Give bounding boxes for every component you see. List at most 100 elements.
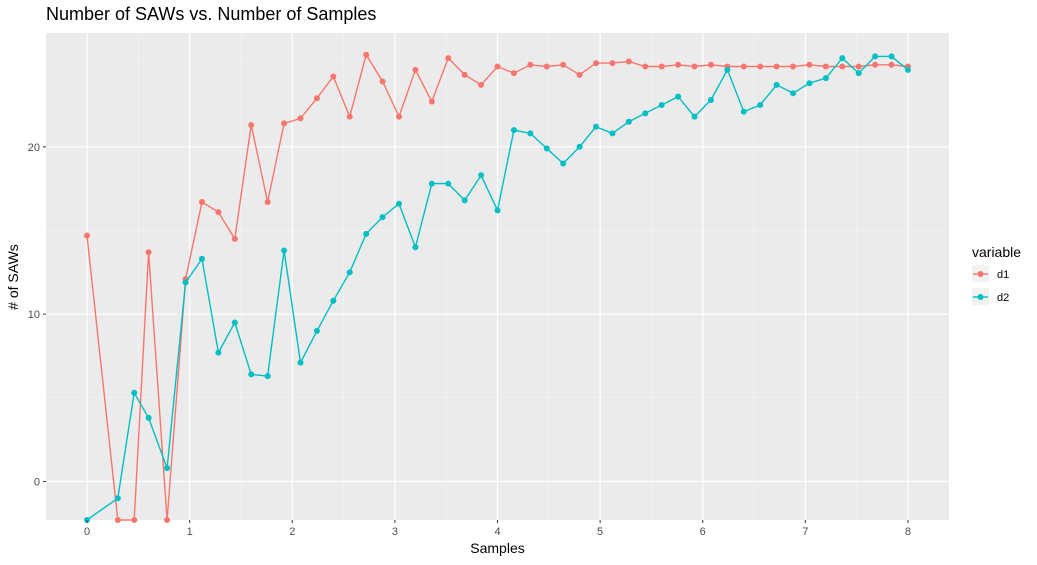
data-point-d1	[346, 113, 353, 120]
data-point-d2	[855, 70, 862, 77]
y-tick-label: 0	[34, 477, 40, 489]
data-point-d1	[527, 61, 534, 68]
data-point-d2	[560, 160, 567, 167]
data-point-d2	[543, 145, 550, 152]
data-point-d2	[675, 93, 682, 100]
legend-key-point	[977, 294, 984, 300]
data-point-d1	[839, 63, 846, 70]
legend: variable d1 d2	[972, 244, 1021, 305]
series-d2	[84, 53, 911, 523]
data-point-d1	[379, 78, 386, 85]
data-point-d2	[445, 180, 452, 187]
data-point-d2	[395, 200, 402, 207]
x-axis: 0 1 2 3 4 5 6 7 8	[84, 520, 911, 538]
data-point-d2	[264, 373, 271, 380]
x-axis-title: Samples	[470, 540, 524, 556]
data-point-d2	[724, 66, 731, 73]
data-point-d1	[281, 120, 288, 127]
data-point-d2	[182, 279, 189, 286]
data-point-d1	[198, 199, 205, 206]
data-point-d2	[346, 269, 353, 276]
data-point-d2	[131, 389, 138, 396]
data-point-d2	[790, 90, 797, 97]
data-point-d2	[461, 197, 468, 204]
data-point-d1	[675, 61, 682, 68]
data-point-d1	[297, 115, 304, 122]
data-point-d2	[494, 207, 501, 214]
data-point-d1	[790, 63, 797, 70]
data-point-d2	[114, 495, 121, 502]
data-point-d2	[313, 327, 320, 334]
data-point-d2	[379, 214, 386, 221]
data-point-d2	[198, 255, 205, 262]
data-point-d1	[114, 517, 121, 523]
data-point-d1	[313, 95, 320, 102]
x-tick-label: 1	[187, 526, 193, 538]
data-point-d1	[707, 61, 714, 68]
data-point-d2	[145, 414, 152, 421]
data-point-d1	[145, 249, 152, 256]
data-point-d2	[576, 143, 583, 150]
data-point-d1	[888, 61, 895, 68]
y-tick-label: 20	[28, 142, 40, 154]
data-point-d1	[593, 60, 600, 67]
data-point-d1	[363, 51, 370, 58]
data-point-d2	[609, 130, 616, 137]
series-line-d2	[86, 55, 909, 521]
x-tick-label: 3	[392, 526, 398, 538]
data-point-d1	[494, 63, 501, 70]
series-layer	[84, 51, 911, 523]
data-point-d1	[642, 63, 649, 70]
data-point-d1	[806, 61, 813, 68]
data-point-d2	[330, 297, 337, 304]
data-point-d2	[363, 230, 370, 237]
x-tick-label: 8	[905, 526, 911, 538]
data-point-d2	[510, 127, 517, 134]
data-point-d1	[248, 122, 255, 129]
data-point-d1	[461, 71, 468, 78]
data-point-d2	[773, 81, 780, 88]
legend-title: variable	[972, 244, 1021, 260]
data-point-d1	[412, 66, 419, 73]
x-tick-label: 4	[494, 526, 500, 538]
data-point-d1	[84, 232, 91, 239]
data-point-d2	[412, 244, 419, 251]
data-point-d2	[248, 371, 255, 378]
data-point-d2	[164, 465, 171, 472]
data-point-d2	[839, 55, 846, 62]
data-point-d1	[330, 73, 337, 80]
data-point-d1	[478, 81, 485, 88]
data-point-d2	[281, 247, 288, 254]
legend-label-d1: d1	[997, 269, 1009, 281]
data-point-d2	[658, 101, 665, 108]
x-tick-label: 0	[84, 526, 90, 538]
data-point-d1	[658, 63, 665, 70]
data-point-d2	[757, 101, 764, 108]
data-point-d1	[576, 71, 583, 78]
data-point-d2	[428, 180, 435, 187]
data-point-d1	[872, 61, 879, 68]
data-point-d2	[593, 123, 600, 130]
data-point-d2	[215, 349, 222, 356]
data-point-d2	[888, 53, 895, 60]
data-point-d2	[707, 96, 714, 103]
data-point-d1	[855, 63, 862, 70]
data-point-d1	[428, 98, 435, 105]
x-tick-label: 5	[597, 526, 603, 538]
data-point-d2	[691, 113, 698, 120]
data-point-d1	[231, 235, 238, 242]
x-tick-label: 6	[700, 526, 706, 538]
data-point-d2	[740, 108, 747, 115]
data-point-d1	[395, 113, 402, 120]
data-point-d1	[740, 63, 747, 70]
data-point-d1	[609, 60, 616, 67]
y-axis: 0 10 20	[28, 142, 46, 489]
series-d1	[84, 51, 911, 523]
data-point-d1	[822, 63, 829, 70]
data-point-d2	[527, 130, 534, 137]
x-tick-label: 2	[289, 526, 295, 538]
data-point-d1	[215, 209, 222, 216]
data-point-d1	[757, 63, 764, 70]
data-point-d1	[773, 63, 780, 70]
